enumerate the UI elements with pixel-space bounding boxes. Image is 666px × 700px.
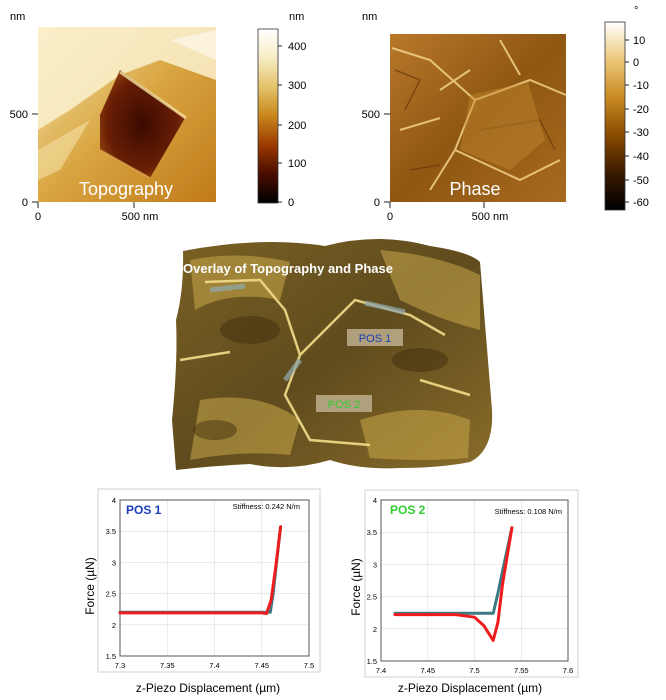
pos1-label-text: POS 1 bbox=[359, 333, 391, 345]
topography-colorbar-tick: 0 bbox=[288, 197, 294, 209]
y-tick-label: 1.5 bbox=[367, 657, 377, 666]
topography-x-tick-500: 500 nm bbox=[122, 211, 159, 223]
x-tick-label: 7.55 bbox=[514, 666, 529, 675]
phase-colorbar-tick: -20 bbox=[633, 104, 649, 116]
phase-colorbar-tick: -60 bbox=[633, 197, 649, 209]
chart-annotation: Stiffness: 0.108 N/m bbox=[495, 507, 562, 516]
phase-unit-label: nm bbox=[362, 11, 377, 23]
plot-frame bbox=[119, 499, 310, 657]
y-tick-label: 4 bbox=[373, 496, 377, 505]
x-tick-label: 7.3 bbox=[115, 661, 125, 670]
phase-colorbar bbox=[604, 21, 626, 211]
topography-panel: nm 500 0 Topography 0 500 nm nm 400 300 bbox=[10, 11, 307, 223]
y-tick-label: 4 bbox=[112, 496, 116, 505]
topography-y-tick-0: 0 bbox=[22, 197, 28, 209]
topography-y-tick-500: 500 bbox=[10, 109, 28, 121]
chart-annotation: Stiffness: 0.242 N/m bbox=[233, 502, 300, 511]
y-tick-label: 3.5 bbox=[106, 527, 116, 536]
topography-colorbar bbox=[257, 28, 279, 204]
y-tick-label: 1.5 bbox=[106, 652, 116, 661]
y-tick-label: 2 bbox=[373, 625, 377, 634]
topography-unit-label: nm bbox=[10, 11, 25, 23]
y-tick-label: 2.5 bbox=[106, 590, 116, 599]
x-tick-label: 7.45 bbox=[420, 666, 435, 675]
phase-panel: nm 500 0 Phase 0 500 nm bbox=[362, 5, 649, 223]
pos2-label-text: POS 2 bbox=[328, 399, 360, 411]
x-tick-label: 7.4 bbox=[209, 661, 219, 670]
x-tick-label: 7.4 bbox=[376, 666, 386, 675]
phase-colorbar-tick: 10 bbox=[633, 35, 645, 47]
topography-colorbar-tick: 200 bbox=[288, 120, 306, 132]
chart-xlabel: z-Piezo Displacement (µm) bbox=[398, 681, 542, 695]
retract-curve bbox=[118, 525, 283, 616]
topography-colorbar-ticks: 400 300 200 100 0 bbox=[278, 41, 306, 209]
x-tick-label: 7.5 bbox=[469, 666, 479, 675]
x-tick-label: 7.45 bbox=[254, 661, 269, 670]
phase-colorbar-tick: -50 bbox=[633, 175, 649, 187]
topography-x-tick-0: 0 bbox=[35, 211, 41, 223]
phase-image-label: Phase bbox=[449, 179, 500, 199]
chart-panel-label: POS 1 bbox=[126, 503, 162, 517]
topography-colorbar-tick: 400 bbox=[288, 41, 306, 53]
topography-colorbar-unit: nm bbox=[289, 11, 304, 23]
x-tick-label: 7.5 bbox=[304, 661, 314, 670]
overlay-surface bbox=[172, 239, 493, 470]
force-curve-chart-pos2: 1.5 2 2.5 3 3.5 4 7.4 7.45 7.5 7.55 7.6 POS 2 Stif… bbox=[349, 489, 579, 695]
pos2-label: POS 2 bbox=[316, 395, 372, 412]
x-tick-label: 7.6 bbox=[563, 666, 573, 675]
y-tick-label: 2.5 bbox=[367, 593, 377, 602]
phase-colorbar-tick: -30 bbox=[633, 127, 649, 139]
phase-colorbar-tick: 0 bbox=[633, 57, 639, 69]
topography-image-label: Topography bbox=[79, 179, 173, 199]
y-tick-label: 3 bbox=[112, 558, 116, 567]
chart-ylabel: Force (µN) bbox=[83, 557, 97, 615]
plot-frame bbox=[380, 499, 569, 662]
topography-image bbox=[38, 27, 216, 202]
phase-colorbar-tick: -40 bbox=[633, 151, 649, 163]
topography-colorbar-tick: 100 bbox=[288, 158, 306, 170]
retract-curve bbox=[393, 526, 514, 642]
phase-y-tick-500: 500 bbox=[362, 109, 380, 121]
chart-ylabel: Force (µN) bbox=[349, 558, 363, 616]
topography-colorbar-tick: 300 bbox=[288, 80, 306, 92]
pos1-label: POS 1 bbox=[347, 329, 403, 346]
y-tick-label: 3 bbox=[373, 560, 377, 569]
phase-x-tick-500: 500 nm bbox=[472, 211, 509, 223]
phase-colorbar-unit: ° bbox=[634, 5, 638, 17]
force-curve-chart-pos1: 1.5 2 2.5 3 3.5 4 7.3 7.35 7.4 7.45 7.5 POS 1 Stif… bbox=[83, 488, 321, 695]
x-tick-label: 7.35 bbox=[160, 661, 175, 670]
y-tick-label: 3.5 bbox=[367, 528, 377, 537]
phase-x-tick-0: 0 bbox=[387, 211, 393, 223]
chart-panel-label: POS 2 bbox=[390, 503, 426, 517]
overlay-title: Overlay of Topography and Phase bbox=[183, 261, 393, 276]
phase-image bbox=[390, 34, 567, 202]
phase-y-tick-0: 0 bbox=[374, 197, 380, 209]
y-tick-label: 2 bbox=[112, 621, 116, 630]
chart-xlabel: z-Piezo Displacement (µm) bbox=[136, 681, 280, 695]
phase-colorbar-ticks: 10 0 -10 -20 -30 -40 -50 -60 bbox=[625, 35, 649, 209]
phase-colorbar-tick: -10 bbox=[633, 80, 649, 92]
